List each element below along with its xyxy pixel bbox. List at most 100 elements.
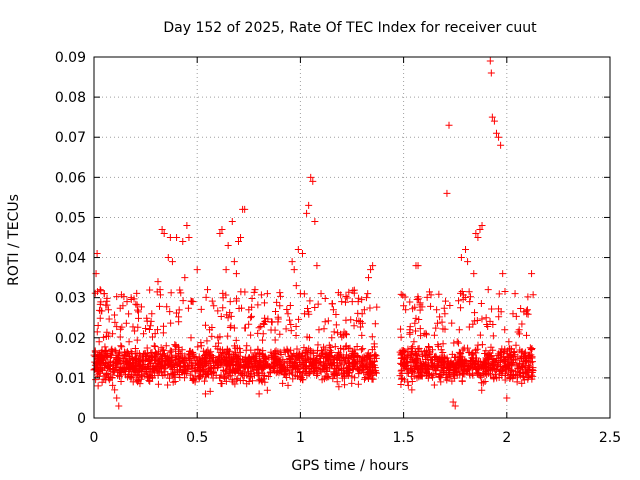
data-point-cloud <box>241 288 249 296</box>
data-point-cloud <box>271 358 279 366</box>
data-point-cloud <box>102 376 110 384</box>
data-point-cloud <box>283 345 291 353</box>
data-point-cloud <box>164 381 172 389</box>
data-point-cloud <box>324 358 332 366</box>
data-point-cloud <box>134 314 142 322</box>
data-point-cloud <box>139 353 147 361</box>
data-point-cloud <box>343 294 351 302</box>
data-point-cloud <box>202 321 210 329</box>
data-point-cloud <box>183 357 191 365</box>
data-point-cloud <box>457 304 465 312</box>
data-point <box>484 286 492 294</box>
data-point-cloud <box>159 346 167 354</box>
data-point <box>400 302 408 310</box>
data-point-cloud <box>154 380 162 388</box>
data-point-cloud <box>117 291 125 299</box>
data-point-cloud <box>338 374 346 382</box>
data-point-cloud <box>110 368 118 376</box>
data-point-cloud <box>222 377 230 385</box>
data-point <box>468 350 476 358</box>
data-point-cloud <box>172 309 180 317</box>
data-point-cloud <box>427 356 435 364</box>
data-point-cloud <box>324 317 332 325</box>
data-point-cloud <box>117 360 125 368</box>
data-point-cloud <box>284 348 292 356</box>
data-point <box>329 306 337 314</box>
data-point <box>313 262 321 270</box>
data-point-cloud <box>516 355 524 363</box>
data-point-cloud <box>517 363 525 371</box>
data-point <box>183 221 191 229</box>
data-point-cloud <box>148 333 156 341</box>
data-point <box>284 310 292 318</box>
data-point <box>189 298 197 306</box>
data-point-cloud <box>207 363 215 371</box>
data-point <box>358 354 366 362</box>
data-point-cloud <box>155 358 163 366</box>
data-point-cloud <box>229 357 237 365</box>
data-point-cloud <box>149 366 157 374</box>
data-point-cloud <box>219 346 227 354</box>
data-point-cloud <box>295 315 303 323</box>
data-point-cloud <box>436 354 444 362</box>
data-point <box>181 274 189 282</box>
data-point-cloud <box>373 303 381 311</box>
data-point-cloud <box>292 372 300 380</box>
data-point-cloud <box>189 361 197 369</box>
data-point-cloud <box>525 366 533 374</box>
data-point-cloud <box>260 299 268 307</box>
data-point <box>305 201 313 209</box>
data-point-cloud <box>274 313 282 321</box>
data-point-cloud <box>506 353 514 361</box>
data-point <box>175 318 183 326</box>
data-point-cloud <box>446 372 454 380</box>
data-point <box>241 205 249 213</box>
data-point-cloud <box>473 345 481 353</box>
data-point-cloud <box>232 336 240 344</box>
data-point-cloud <box>154 326 162 334</box>
data-point <box>499 270 507 278</box>
data-point-cloud <box>365 371 373 379</box>
data-point-cloud <box>406 298 414 306</box>
data-point-cloud <box>330 369 338 377</box>
data-point-cloud <box>476 331 484 339</box>
data-point <box>218 225 226 233</box>
data-point <box>93 250 101 258</box>
data-point-cloud <box>501 372 509 380</box>
data-point-cloud <box>345 367 353 375</box>
data-point-cloud <box>102 359 110 367</box>
data-point-cloud <box>430 353 438 361</box>
data-point-cloud <box>412 327 420 335</box>
data-point-cloud <box>314 346 322 354</box>
data-point <box>280 370 288 378</box>
data-point <box>325 350 333 358</box>
data-point-cloud <box>207 348 215 356</box>
data-point <box>173 234 181 241</box>
data-point-cloud <box>455 297 463 305</box>
data-point <box>119 302 127 310</box>
data-point-cloud <box>493 374 501 382</box>
data-point-cloud <box>292 354 300 362</box>
data-point-cloud <box>258 365 266 373</box>
data-point <box>503 394 511 402</box>
data-point-cloud <box>97 287 105 295</box>
data-point-cloud <box>156 358 164 366</box>
data-point <box>453 338 461 346</box>
data-point-cloud <box>146 322 154 330</box>
data-point-cloud <box>156 351 164 359</box>
data-point-cloud <box>508 367 516 375</box>
data-point-cloud <box>159 329 167 337</box>
data-point-cloud <box>276 357 284 365</box>
data-point-cloud <box>524 293 532 301</box>
data-point-cloud <box>127 373 135 381</box>
data-point-cloud <box>126 354 134 362</box>
data-point-cloud <box>303 364 311 372</box>
data-point <box>193 266 201 274</box>
data-point-cloud <box>96 314 104 322</box>
data-point-cloud <box>360 375 368 383</box>
data-point-cloud <box>271 326 279 334</box>
data-point <box>234 238 242 246</box>
data-point <box>94 382 102 390</box>
data-point-cloud <box>429 371 437 379</box>
